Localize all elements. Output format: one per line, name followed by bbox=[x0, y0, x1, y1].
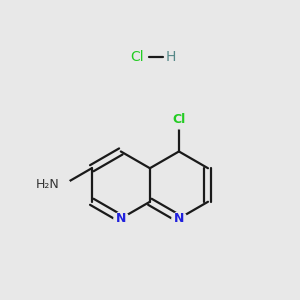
Text: H₂N: H₂N bbox=[36, 178, 60, 191]
Text: N: N bbox=[174, 212, 184, 225]
Text: N: N bbox=[116, 212, 126, 225]
Text: Cl: Cl bbox=[172, 113, 186, 126]
Text: Cl: Cl bbox=[130, 50, 144, 64]
Text: H: H bbox=[166, 50, 176, 64]
